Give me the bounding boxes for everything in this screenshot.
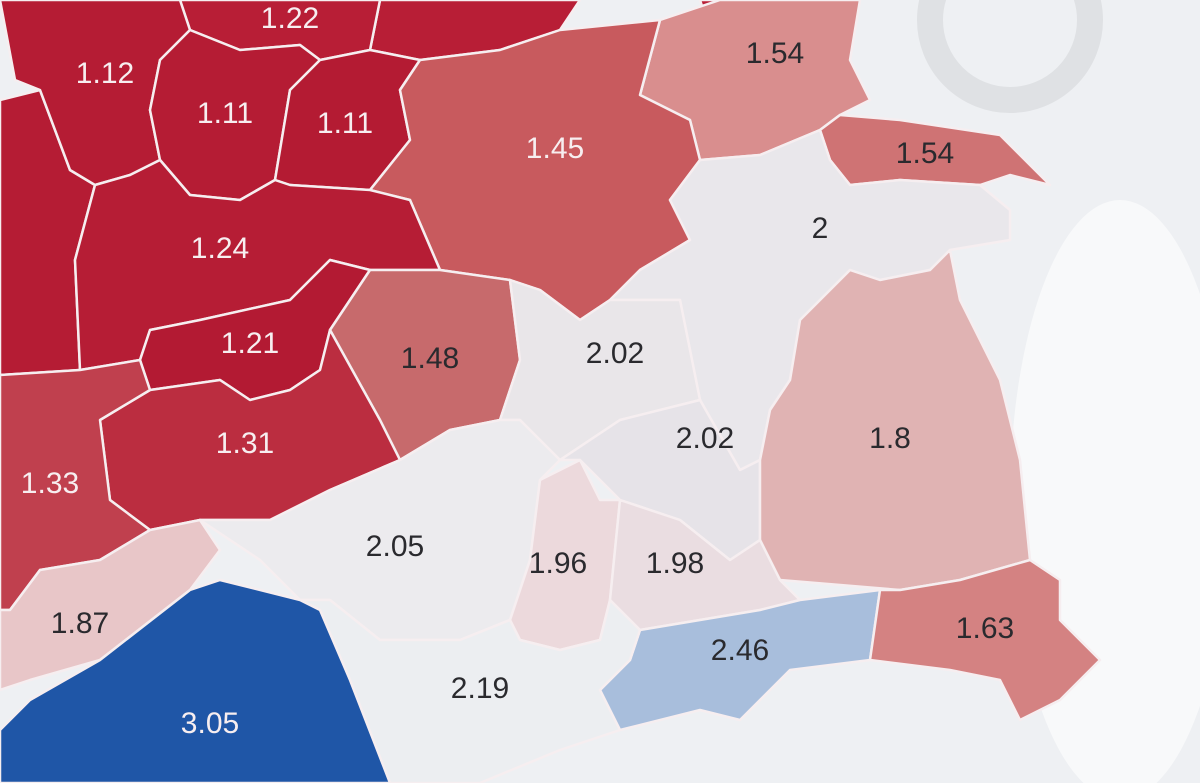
region-label: 1.87 (51, 607, 109, 640)
region-label: 1.54 (746, 37, 804, 70)
region-label: 1.96 (529, 547, 587, 580)
region-label: 1.21 (221, 327, 279, 360)
region-label: 1.45 (526, 132, 584, 165)
background-shape (917, 0, 1103, 113)
region-label: 1.24 (191, 232, 249, 265)
region-label: 1.8 (869, 422, 911, 455)
region (298, 598, 642, 783)
region-label: 2.02 (586, 337, 644, 370)
region-label: 1.31 (216, 427, 274, 460)
region (0, 518, 222, 692)
region-label: 3.05 (181, 707, 239, 740)
region-label: 1.12 (76, 57, 134, 90)
region (0, 578, 392, 783)
region-label: 1.22 (261, 2, 319, 35)
region (868, 558, 1102, 722)
region-label: 2.46 (711, 634, 769, 667)
region-label: 1.33 (21, 467, 79, 500)
region-label: 1.48 (401, 342, 459, 375)
region-label: 1.11 (317, 107, 373, 140)
region-label: 2.19 (451, 672, 509, 705)
region-label: 2.02 (676, 422, 734, 455)
region-label: 1.54 (896, 137, 954, 170)
region-label: 2.05 (366, 530, 424, 563)
region-label: 1.63 (956, 612, 1014, 645)
region-label: 2 (812, 212, 829, 245)
region-label: 1.98 (646, 547, 704, 580)
region-label: 1.11 (197, 97, 253, 130)
